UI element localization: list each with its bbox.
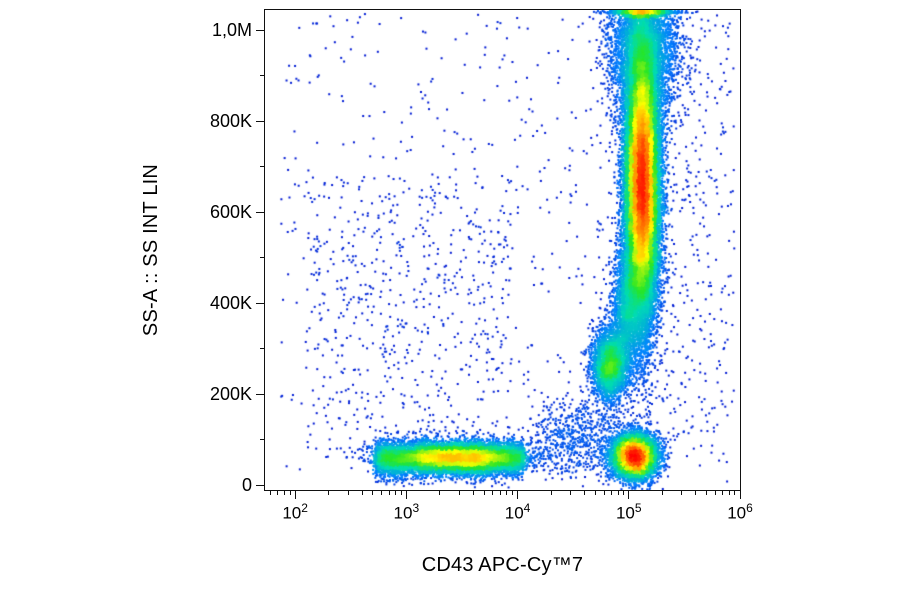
x-tick-base: 10 — [727, 503, 747, 523]
y-tick-label: 400K — [209, 293, 252, 314]
x-minor-tick — [734, 491, 736, 495]
x-major-tick — [739, 491, 741, 499]
x-tick-label: 106 — [715, 501, 765, 524]
x-minor-tick — [511, 491, 513, 495]
x-minor-tick — [283, 491, 285, 495]
x-tick-label: 104 — [493, 501, 543, 524]
x-tick-label: 102 — [270, 501, 320, 524]
x-minor-tick — [594, 491, 596, 495]
x-minor-tick — [722, 491, 724, 495]
x-major-tick — [628, 491, 630, 499]
x-minor-tick — [492, 491, 494, 495]
y-major-tick — [256, 484, 264, 486]
y-major-tick — [256, 120, 264, 122]
y-tick-label: 200K — [209, 384, 252, 405]
x-minor-tick — [623, 491, 625, 495]
x-minor-tick — [472, 491, 474, 495]
x-minor-tick — [506, 491, 508, 495]
x-minor-tick — [714, 491, 716, 495]
y-major-tick — [256, 29, 264, 31]
x-minor-tick — [388, 491, 390, 495]
x-minor-tick — [269, 491, 271, 495]
x-axis-title: CD43 APC-Cy™7 — [421, 554, 584, 576]
x-minor-tick — [458, 491, 460, 495]
x-minor-tick — [372, 491, 374, 495]
x-minor-tick — [706, 491, 708, 495]
x-minor-tick — [550, 491, 552, 495]
x-major-tick — [517, 491, 519, 499]
y-tick-label: 600K — [209, 202, 252, 223]
x-minor-tick — [439, 491, 441, 495]
y-major-tick — [256, 302, 264, 304]
x-minor-tick — [289, 491, 291, 495]
x-minor-tick — [661, 491, 663, 495]
x-tick-base: 10 — [504, 503, 524, 523]
x-minor-tick — [584, 491, 586, 495]
y-major-tick — [256, 393, 264, 395]
x-minor-tick — [611, 491, 613, 495]
plot-frame — [264, 9, 741, 491]
y-tick-label: 0 — [241, 475, 252, 495]
x-minor-tick — [381, 491, 383, 495]
x-tick-exponent: 5 — [634, 501, 642, 515]
x-tick-base: 10 — [393, 503, 413, 523]
x-minor-tick — [400, 491, 402, 495]
x-major-tick — [405, 491, 407, 499]
density-scatter-canvas — [265, 10, 740, 490]
x-major-tick — [294, 491, 296, 499]
x-tick-label: 105 — [604, 501, 654, 524]
x-minor-tick — [728, 491, 730, 495]
x-minor-tick — [570, 491, 572, 495]
x-tick-exponent: 2 — [301, 501, 308, 515]
x-tick-exponent: 3 — [412, 501, 420, 515]
y-tick-label: 800K — [209, 111, 252, 132]
x-minor-tick — [499, 491, 501, 495]
x-tick-exponent: 6 — [746, 501, 753, 515]
x-minor-tick — [347, 491, 349, 495]
x-minor-tick — [361, 491, 363, 495]
x-minor-tick — [395, 491, 397, 495]
x-minor-tick — [617, 491, 619, 495]
x-minor-tick — [328, 491, 330, 495]
x-minor-tick — [603, 491, 605, 495]
x-minor-tick — [695, 491, 697, 495]
x-minor-tick — [277, 491, 279, 495]
y-major-tick — [256, 211, 264, 213]
x-tick-label: 103 — [381, 501, 431, 524]
x-minor-tick — [681, 491, 683, 495]
x-tick-base: 10 — [615, 503, 635, 523]
y-tick-label: 1,0M — [211, 20, 252, 41]
x-minor-tick — [483, 491, 485, 495]
y-axis-title: SS-A :: SS INT LIN — [140, 163, 162, 337]
x-tick-exponent: 4 — [523, 501, 531, 515]
x-tick-base: 10 — [282, 503, 302, 523]
